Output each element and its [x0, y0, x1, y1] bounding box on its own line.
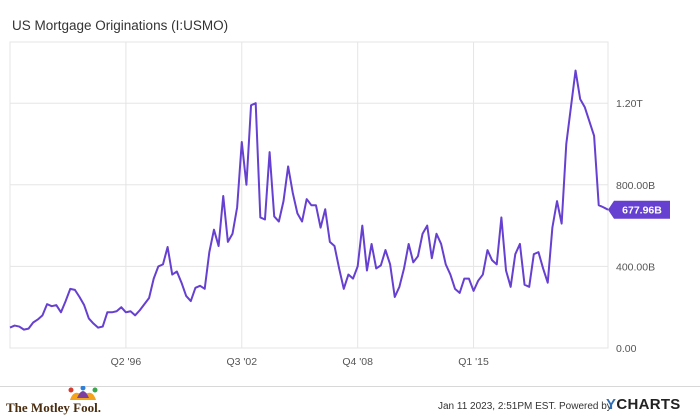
powered-by-label: Powered by [559, 401, 612, 412]
motley-fool-logo: The Motley Fool. [6, 386, 126, 418]
grid-lines [9, 41, 609, 349]
x-tick-label: Q1 '15 [458, 356, 489, 368]
last-value-badge [608, 200, 670, 219]
y-tick-label: 400.00B [616, 261, 655, 273]
x-tick-labels: Q2 '96 Q3 '02 Q4 '08 Q1 '15 [111, 356, 489, 368]
series-line [9, 69, 609, 331]
x-tick-label: Q2 '96 [111, 356, 142, 368]
y-tick-labels: 0.00 400.00B 800.00B 1.20T [616, 98, 655, 355]
jester-hat-icon [68, 386, 98, 400]
last-value-label: 677.96B [608, 200, 670, 219]
ycharts-logo: YCHARTS [606, 396, 681, 413]
footer-divider [0, 386, 700, 387]
x-tick-label: Q3 '02 [226, 356, 257, 368]
y-tick-label: 0.00 [616, 343, 637, 355]
brand-name: The Motley Fool. [6, 400, 101, 415]
plot-frame [9, 41, 609, 349]
chart-plot: Q2 '96 Q3 '02 Q4 '08 Q1 '15 0.00 400.00B 800.… [9, 41, 670, 368]
timestamp: Jan 11 2023, 2:51PM EST. [438, 401, 557, 412]
ycharts-rest: CHARTS [616, 396, 681, 413]
last-value-text: 677.96B [622, 205, 662, 217]
ycharts-y: Y [606, 396, 617, 413]
y-tick-label: 1.20T [616, 98, 643, 110]
x-tick-label: Q4 '08 [342, 356, 373, 368]
chart-title: US Mortgage Originations (I:USMO) [12, 18, 229, 33]
y-tick-label: 800.00B [616, 180, 655, 192]
